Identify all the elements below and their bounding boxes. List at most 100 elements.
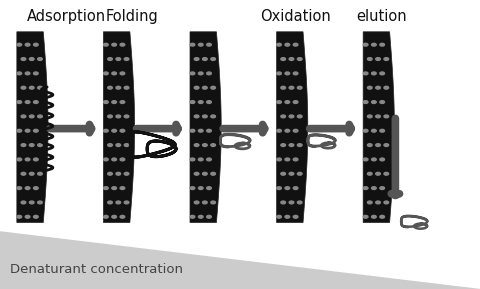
Circle shape bbox=[210, 201, 215, 204]
Circle shape bbox=[21, 144, 26, 147]
Circle shape bbox=[198, 187, 203, 190]
Text: Adsorption: Adsorption bbox=[26, 9, 106, 24]
Circle shape bbox=[367, 172, 372, 175]
Circle shape bbox=[17, 215, 22, 218]
Circle shape bbox=[285, 72, 289, 75]
Circle shape bbox=[29, 172, 34, 175]
Circle shape bbox=[108, 86, 112, 89]
Circle shape bbox=[375, 86, 380, 89]
Circle shape bbox=[293, 101, 297, 103]
Circle shape bbox=[25, 187, 30, 190]
Circle shape bbox=[375, 58, 380, 60]
Circle shape bbox=[29, 201, 34, 204]
Circle shape bbox=[112, 215, 116, 218]
Circle shape bbox=[285, 158, 289, 161]
Circle shape bbox=[362, 158, 367, 161]
Circle shape bbox=[112, 43, 116, 46]
Circle shape bbox=[202, 144, 207, 147]
Circle shape bbox=[116, 201, 120, 204]
Circle shape bbox=[112, 101, 116, 103]
Circle shape bbox=[34, 101, 38, 103]
Circle shape bbox=[362, 215, 367, 218]
Circle shape bbox=[25, 72, 30, 75]
Circle shape bbox=[34, 215, 38, 218]
Circle shape bbox=[190, 43, 194, 46]
Circle shape bbox=[190, 72, 194, 75]
Circle shape bbox=[34, 72, 38, 75]
Circle shape bbox=[124, 58, 129, 60]
Circle shape bbox=[383, 58, 388, 60]
Circle shape bbox=[29, 58, 34, 60]
Circle shape bbox=[276, 187, 281, 190]
Circle shape bbox=[103, 101, 108, 103]
Circle shape bbox=[297, 86, 301, 89]
Circle shape bbox=[285, 129, 289, 132]
Circle shape bbox=[285, 215, 289, 218]
Circle shape bbox=[367, 58, 372, 60]
Circle shape bbox=[206, 187, 211, 190]
Circle shape bbox=[124, 144, 129, 147]
Circle shape bbox=[375, 115, 380, 118]
Circle shape bbox=[285, 43, 289, 46]
Circle shape bbox=[124, 86, 129, 89]
Circle shape bbox=[276, 101, 281, 103]
Circle shape bbox=[202, 58, 207, 60]
Circle shape bbox=[120, 101, 124, 103]
Circle shape bbox=[285, 187, 289, 190]
PathPatch shape bbox=[190, 32, 221, 223]
Circle shape bbox=[21, 115, 26, 118]
Circle shape bbox=[293, 187, 297, 190]
Circle shape bbox=[37, 115, 42, 118]
PathPatch shape bbox=[276, 32, 307, 223]
Circle shape bbox=[198, 72, 203, 75]
Circle shape bbox=[210, 115, 215, 118]
Circle shape bbox=[124, 201, 129, 204]
Circle shape bbox=[276, 158, 281, 161]
Circle shape bbox=[194, 144, 199, 147]
Circle shape bbox=[293, 72, 297, 75]
Circle shape bbox=[29, 86, 34, 89]
Circle shape bbox=[190, 158, 194, 161]
Circle shape bbox=[362, 43, 367, 46]
Circle shape bbox=[25, 129, 30, 132]
Circle shape bbox=[371, 43, 375, 46]
Circle shape bbox=[108, 144, 112, 147]
Circle shape bbox=[190, 129, 194, 132]
Circle shape bbox=[280, 144, 285, 147]
Circle shape bbox=[34, 43, 38, 46]
Circle shape bbox=[371, 129, 375, 132]
Circle shape bbox=[371, 187, 375, 190]
Circle shape bbox=[288, 58, 293, 60]
Circle shape bbox=[21, 172, 26, 175]
PathPatch shape bbox=[17, 32, 48, 223]
Circle shape bbox=[375, 144, 380, 147]
Circle shape bbox=[297, 115, 301, 118]
Circle shape bbox=[17, 72, 22, 75]
Circle shape bbox=[120, 43, 124, 46]
Circle shape bbox=[29, 144, 34, 147]
Circle shape bbox=[379, 187, 384, 190]
PathPatch shape bbox=[362, 32, 394, 223]
Circle shape bbox=[379, 215, 384, 218]
Circle shape bbox=[120, 187, 124, 190]
Circle shape bbox=[206, 129, 211, 132]
Circle shape bbox=[103, 129, 108, 132]
Circle shape bbox=[288, 86, 293, 89]
Circle shape bbox=[194, 115, 199, 118]
Circle shape bbox=[379, 101, 384, 103]
Circle shape bbox=[371, 72, 375, 75]
Circle shape bbox=[206, 72, 211, 75]
Text: Folding: Folding bbox=[106, 9, 158, 24]
Circle shape bbox=[198, 129, 203, 132]
Circle shape bbox=[293, 158, 297, 161]
Circle shape bbox=[293, 129, 297, 132]
Circle shape bbox=[210, 144, 215, 147]
Circle shape bbox=[383, 201, 388, 204]
Circle shape bbox=[34, 187, 38, 190]
Polygon shape bbox=[0, 231, 480, 289]
Circle shape bbox=[17, 187, 22, 190]
Circle shape bbox=[293, 215, 297, 218]
Circle shape bbox=[120, 129, 124, 132]
Circle shape bbox=[21, 201, 26, 204]
Circle shape bbox=[206, 158, 211, 161]
